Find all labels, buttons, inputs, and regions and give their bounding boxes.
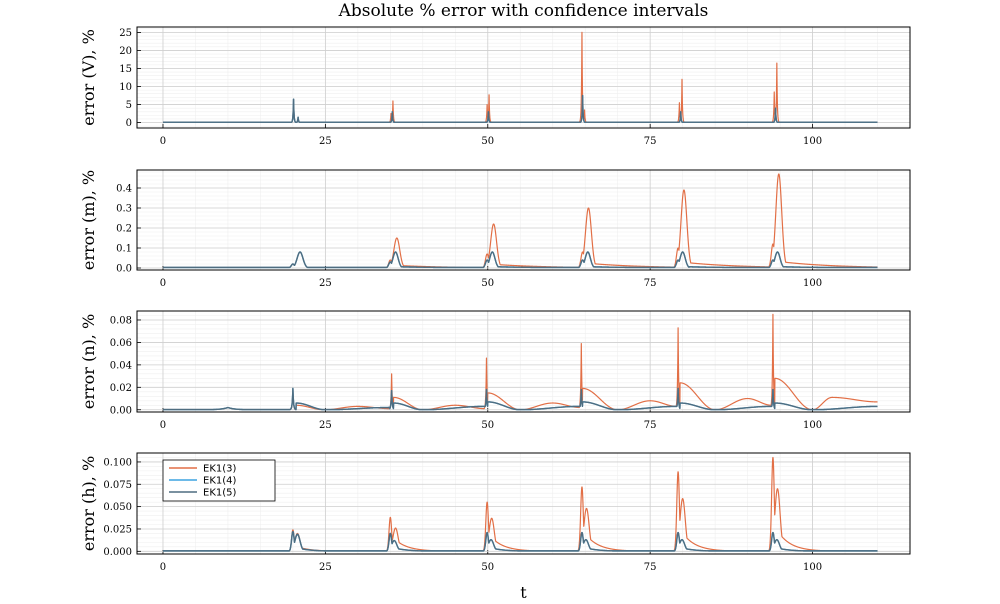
y-tick-label: 5 bbox=[126, 100, 132, 111]
x-tick-label: 25 bbox=[319, 420, 332, 431]
y-axis-label: error (V), % bbox=[79, 29, 98, 126]
series-line-ek15 bbox=[162, 530, 879, 552]
y-tick-label: 0.3 bbox=[116, 204, 132, 215]
y-tick-label: 0.1 bbox=[116, 244, 132, 255]
x-tick-label: 0 bbox=[160, 136, 166, 147]
x-tick-label: 75 bbox=[644, 136, 657, 147]
y-axis-label: error (h), % bbox=[79, 456, 98, 551]
y-axis-label: error (n), % bbox=[79, 314, 98, 409]
y-tick-label: 0.100 bbox=[103, 457, 132, 468]
y-tick-label: 20 bbox=[119, 46, 132, 57]
series-line-ek15 bbox=[162, 251, 879, 269]
plot-frame bbox=[136, 26, 911, 129]
legend-entry: EK1(3) bbox=[203, 464, 237, 475]
x-tick-label: 75 bbox=[644, 562, 657, 573]
y-tick-label: 15 bbox=[119, 64, 132, 75]
y-tick-label: 0.075 bbox=[103, 480, 132, 491]
legend-entry: EK1(5) bbox=[203, 488, 237, 499]
x-tick-label: 0 bbox=[160, 278, 166, 289]
x-tick-label: 100 bbox=[803, 420, 822, 431]
x-tick-label: 75 bbox=[644, 420, 657, 431]
chart-title: Absolute % error with confidence interva… bbox=[338, 1, 709, 21]
y-tick-label: 0.00 bbox=[110, 405, 132, 416]
y-tick-label: 0.02 bbox=[110, 383, 132, 394]
x-tick-label: 25 bbox=[319, 136, 332, 147]
x-tick-label: 0 bbox=[160, 420, 166, 431]
y-tick-label: 0.025 bbox=[103, 524, 132, 535]
x-tick-label: 50 bbox=[481, 136, 494, 147]
x-tick-label: 25 bbox=[319, 562, 332, 573]
plot-frame bbox=[136, 169, 911, 271]
y-tick-label: 0.2 bbox=[116, 224, 132, 235]
x-tick-label: 50 bbox=[481, 420, 494, 431]
y-tick-label: 0.050 bbox=[103, 502, 132, 513]
x-tick-label: 25 bbox=[319, 278, 332, 289]
y-tick-label: 25 bbox=[119, 28, 132, 39]
y-axis-label: error (m), % bbox=[79, 170, 98, 270]
x-tick-label: 50 bbox=[481, 278, 494, 289]
y-tick-label: 0.06 bbox=[110, 338, 132, 349]
plot-frame bbox=[136, 452, 911, 555]
legend-entry: EK1(4) bbox=[203, 476, 237, 487]
x-tick-label: 0 bbox=[160, 562, 166, 573]
y-tick-label: 10 bbox=[119, 82, 132, 93]
y-tick-label: 0.08 bbox=[110, 315, 132, 326]
x-axis-label: t bbox=[520, 583, 527, 600]
y-tick-label: 0.000 bbox=[103, 547, 132, 558]
x-tick-label: 100 bbox=[803, 562, 822, 573]
x-tick-label: 75 bbox=[644, 278, 657, 289]
y-tick-label: 0.4 bbox=[116, 184, 132, 195]
y-tick-label: 0.0 bbox=[116, 264, 132, 275]
x-tick-label: 50 bbox=[481, 562, 494, 573]
plot-frame bbox=[136, 310, 911, 413]
y-tick-label: 0 bbox=[126, 118, 132, 129]
y-tick-label: 0.04 bbox=[110, 360, 132, 371]
x-tick-label: 100 bbox=[803, 136, 822, 147]
series-line-ek15 bbox=[162, 94, 879, 123]
series-line-ek15 bbox=[162, 387, 879, 411]
x-tick-label: 100 bbox=[803, 278, 822, 289]
